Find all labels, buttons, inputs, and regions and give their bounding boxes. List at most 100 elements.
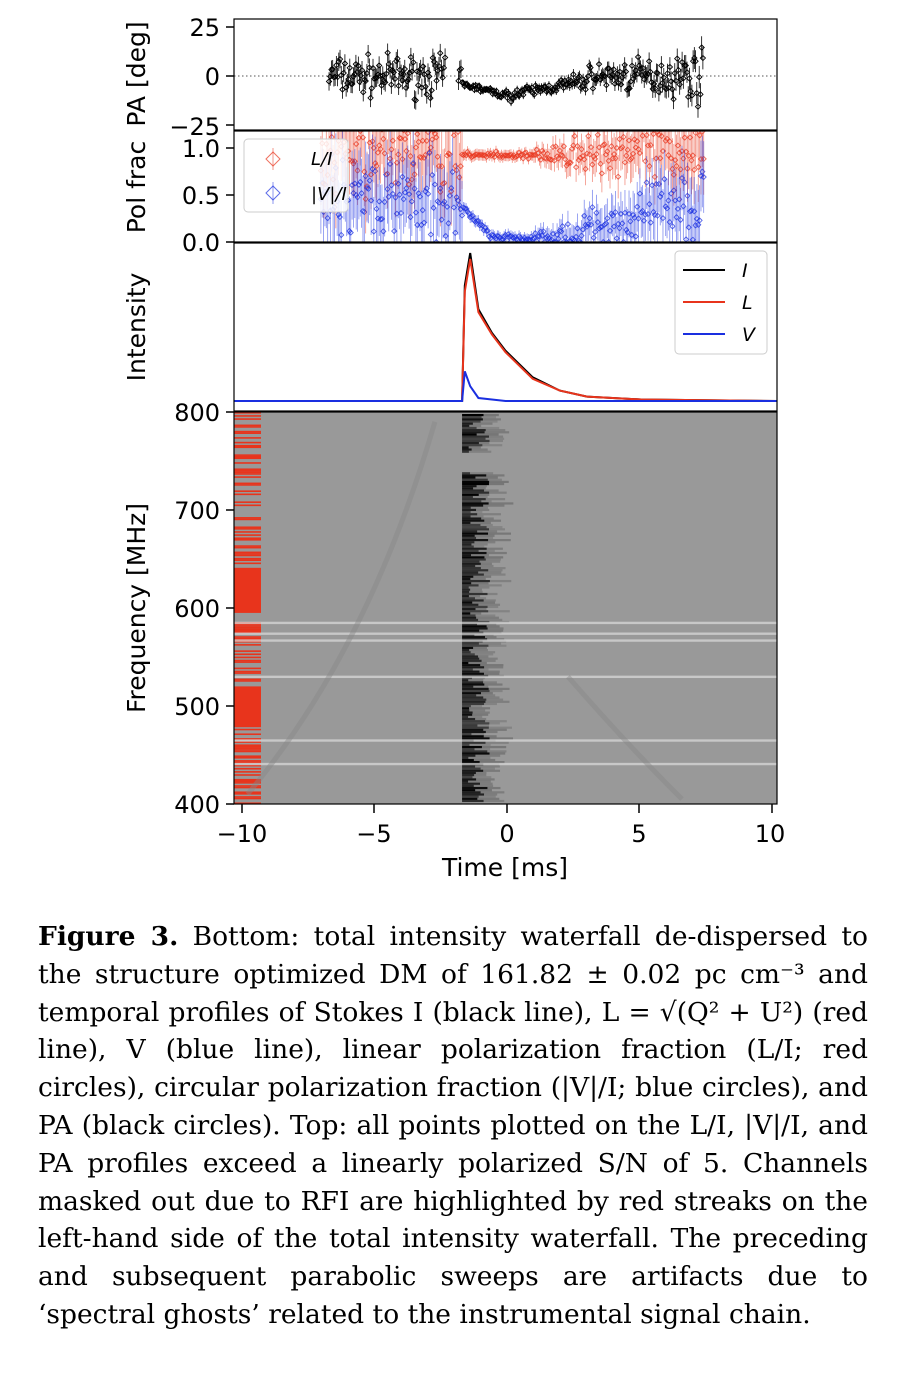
burst-channel: [462, 670, 480, 673]
burst-channel: [462, 745, 482, 749]
burst-tail: [468, 595, 481, 598]
burst-tail: [471, 676, 485, 680]
burst-channel: [462, 752, 490, 755]
burst-channel: [462, 582, 472, 585]
vfrac-point: [423, 185, 430, 192]
burst-tail: [479, 670, 500, 673]
burst-tail: [486, 547, 503, 550]
burst-channel: [462, 422, 473, 425]
burst-channel: [462, 558, 486, 561]
burst-tail: [476, 508, 490, 512]
burst-channel: [462, 672, 484, 675]
burst-channel: [462, 754, 476, 757]
pa-point: [430, 58, 438, 66]
burst-channel: [462, 735, 484, 738]
burst-tail: [483, 769, 501, 772]
burst-channel: [462, 730, 486, 734]
burst-tail: [488, 539, 511, 542]
burst-channel: [462, 444, 483, 447]
burst-tail: [475, 771, 487, 775]
rfi-mask-streak: [234, 774, 261, 776]
pa-axis-label: PA [deg]: [122, 21, 151, 126]
burst-channel: [462, 429, 486, 432]
pa-point: [390, 69, 398, 76]
burst-tail: [487, 638, 505, 641]
burst-channel: [462, 485, 477, 488]
rfi-mask-streak: [234, 518, 261, 521]
lfrac-point: [389, 137, 396, 144]
pa-point: [686, 75, 693, 82]
burst-tail: [488, 435, 504, 438]
lfrac-point: [650, 118, 655, 123]
burst-tail: [468, 661, 487, 665]
pa-point: [357, 72, 365, 79]
burst-channel: [462, 554, 472, 557]
rfi-mask-streak: [234, 636, 261, 638]
lfrac-point: [430, 131, 437, 134]
burst-tail: [469, 743, 491, 747]
burst-channel: [462, 416, 482, 419]
pa-point: [617, 81, 625, 88]
vfrac-point: [563, 238, 570, 242]
pa-point: [671, 69, 679, 77]
burst-tail: [483, 599, 496, 602]
burst-tail: [483, 735, 497, 738]
burst-tail: [485, 730, 498, 734]
pa-point: [356, 78, 363, 86]
burst-channel: [462, 431, 485, 434]
burst-channel: [462, 614, 476, 617]
burst-channel: [462, 679, 469, 682]
vfrac-point: [620, 238, 627, 242]
pa-point: [394, 55, 401, 62]
burst-channel: [462, 707, 470, 710]
burst-channel: [462, 758, 474, 762]
pa-point: [341, 60, 349, 67]
burst-channel: [462, 551, 487, 555]
pa-point: [358, 66, 366, 74]
burst-tail: [470, 705, 483, 708]
burst-tail: [468, 756, 491, 759]
lfrac-point: [386, 117, 391, 122]
burst-channel: [462, 683, 485, 686]
burst-tail: [483, 681, 497, 684]
rfi-mask-streak: [234, 626, 261, 629]
lfrac-point: [411, 171, 418, 178]
burst-tail: [481, 416, 496, 419]
vfrac-point: [680, 203, 687, 210]
lfrac-point: [596, 144, 603, 151]
burst-tail: [472, 495, 488, 499]
burst-tail: [485, 437, 505, 440]
burst-tail: [484, 702, 497, 706]
rfi-mask-streak: [234, 470, 261, 472]
vfrac-point: [700, 173, 707, 181]
pa-point: [654, 69, 661, 77]
pa-point: [604, 65, 611, 72]
intensity-legend: I L V: [674, 250, 768, 355]
burst-tail: [474, 653, 494, 656]
pa-point: [369, 64, 377, 72]
burst-channel: [462, 536, 477, 540]
burst-tail: [487, 592, 498, 596]
burst-channel: [462, 433, 477, 436]
vfrac-point: [605, 238, 612, 242]
burst-tail: [468, 679, 484, 682]
vfrac-point: [552, 238, 559, 242]
burst-channel: [462, 657, 480, 660]
pa-point: [405, 76, 412, 83]
rfi-mask-streak: [234, 782, 261, 784]
rfi-mask-streak: [234, 797, 261, 800]
burst-tail: [489, 752, 506, 755]
rfi-mask-streak: [234, 650, 261, 652]
vfrac-point: [411, 185, 418, 192]
burst-tail: [468, 446, 481, 449]
rfi-mask-streak: [234, 741, 261, 743]
burst-tail: [476, 433, 499, 436]
burst-tail: [474, 597, 487, 600]
burst-tail: [486, 474, 505, 477]
burst-tail: [472, 668, 489, 671]
time-tick-minus5: −5: [356, 820, 391, 848]
lfrac-point: [450, 132, 458, 139]
burst-tail: [485, 498, 506, 501]
legend-vfrac-label: |V|/I: [311, 184, 347, 205]
pa-point: [367, 94, 374, 102]
